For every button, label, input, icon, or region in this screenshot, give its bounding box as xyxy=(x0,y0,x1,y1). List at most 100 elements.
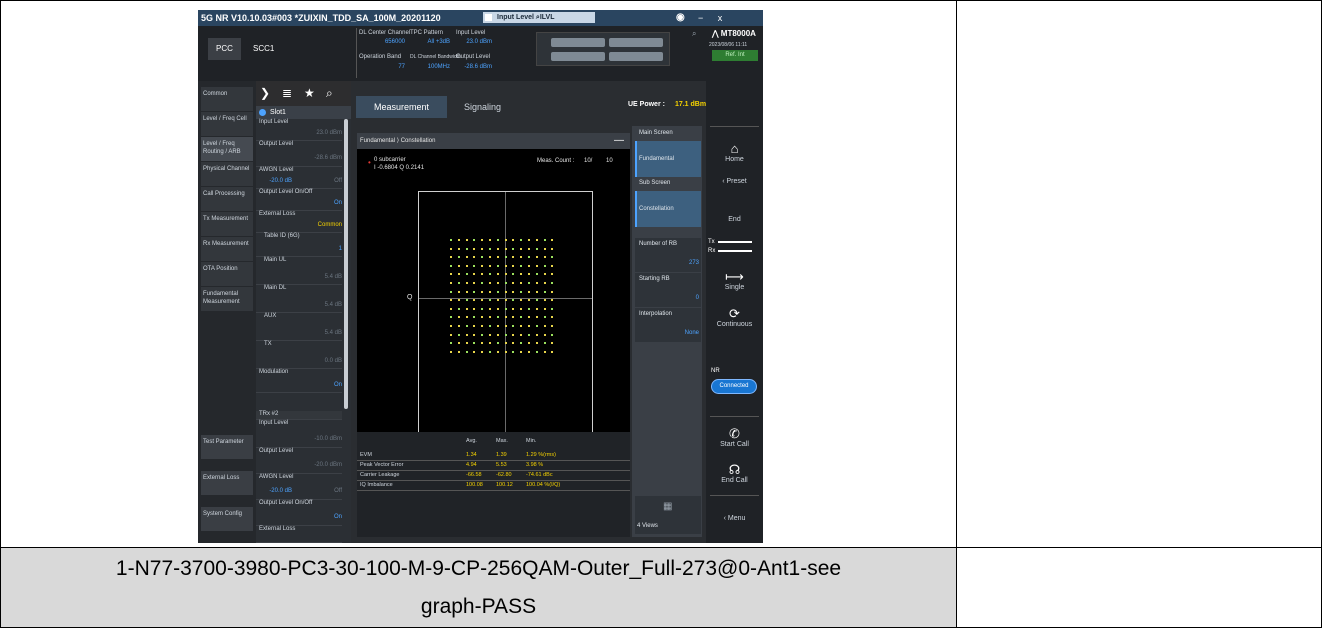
tab-signaling[interactable]: Signaling xyxy=(463,102,502,112)
nav-ota-position[interactable]: OTA Position xyxy=(201,262,253,286)
constellation-point xyxy=(496,273,499,276)
list-icon[interactable]: ≣ xyxy=(282,86,293,100)
slot-param-external-loss[interactable]: External Loss Common xyxy=(256,211,342,233)
window-controls[interactable]: − x xyxy=(698,13,729,23)
constellation-point xyxy=(465,290,468,293)
nav-external-loss[interactable]: External Loss xyxy=(201,471,253,495)
constellation-point xyxy=(528,333,530,336)
breadcrumb-constellation[interactable]: Constellation xyxy=(400,138,436,144)
output-level-label: Output Level xyxy=(456,54,491,60)
constellation-point xyxy=(535,282,538,284)
constellation-point xyxy=(543,256,546,259)
preset-button[interactable]: ‹ Preset xyxy=(722,178,747,185)
constellation-point xyxy=(496,247,499,250)
slot-param-output-onoff-2[interactable]: Output Level On/Off On xyxy=(256,500,342,526)
nav-call-processing[interactable]: Call Processing xyxy=(201,187,253,211)
search-icon[interactable]: ⌕ xyxy=(326,86,333,100)
end-button[interactable]: End xyxy=(728,216,741,223)
minimize-icon[interactable]: — xyxy=(614,135,624,146)
nav-level-freq-cell[interactable]: Level / Freq Cell xyxy=(201,112,253,136)
nav-common[interactable]: Common xyxy=(201,87,253,111)
slot-param-modulation[interactable]: Modulation On xyxy=(256,369,342,393)
constellation-button[interactable]: Constellation xyxy=(635,191,701,227)
constellation-point xyxy=(450,273,452,276)
slot-param-awgn-level-2[interactable]: AWGN Level -20.0 dB Off xyxy=(256,474,342,500)
views-button[interactable]: ▦ 4 Views xyxy=(635,496,701,534)
slot-param-label: Input Level xyxy=(259,420,289,426)
constellation-point xyxy=(512,307,515,310)
constellation-point xyxy=(520,299,523,302)
input-level-value[interactable]: 23.0 dBm xyxy=(466,39,492,45)
input-level-field[interactable]: Input Level ⌕ILVL xyxy=(483,12,595,23)
menu-button[interactable]: ‹ Menu xyxy=(723,515,746,522)
constellation-point xyxy=(512,299,515,302)
slot-param-main-ul[interactable]: Main UL 5.4 dB xyxy=(256,257,342,285)
constellation-point xyxy=(473,316,476,319)
nav-system-config[interactable]: System Config xyxy=(201,507,253,531)
constellation-point xyxy=(520,325,523,327)
nav-level-freq-routing[interactable]: Level / Freq Routing / ARB xyxy=(201,137,253,161)
constellation-point xyxy=(450,307,452,310)
slot-param-output-level[interactable]: Output Level -28.6 dBm xyxy=(256,141,342,167)
instrument-screenshot: 5G NR V10.10.03#003 *ZUIXIN_TDD_SA_100M_… xyxy=(198,10,763,543)
constellation-point xyxy=(496,316,499,319)
star-icon[interactable]: ★ xyxy=(304,86,315,100)
tab-measurement[interactable]: Measurement xyxy=(356,96,447,118)
slot-param-table-id[interactable]: Table ID (6G) 1 xyxy=(256,233,342,257)
constellation-point xyxy=(504,299,507,302)
starting-rb-button[interactable]: Starting RB 0 xyxy=(635,273,701,307)
home-button[interactable]: ⌂ Home xyxy=(706,142,763,164)
marker-subcarrier: 0 subcarrier xyxy=(374,157,406,163)
slot-param-aux[interactable]: AUX 5.4 dB xyxy=(256,313,342,341)
slot-param-input-level-2[interactable]: Input Level -10.0 dBm xyxy=(256,420,342,448)
fundamental-button[interactable]: Fundamental xyxy=(635,141,701,177)
interpolation-button[interactable]: Interpolation None xyxy=(635,308,701,342)
slot-param-output-level-2[interactable]: Output Level -20.0 dBm xyxy=(256,448,342,474)
magnify-icon[interactable]: ⌕ xyxy=(692,29,697,38)
constellation-point xyxy=(512,282,515,284)
operation-band-value[interactable]: 77 xyxy=(398,64,405,70)
scrollbar[interactable] xyxy=(344,119,348,409)
tab-scc1[interactable]: SCC1 xyxy=(253,44,275,53)
slot-param-output-onoff[interactable]: Output Level On/Off On xyxy=(256,189,342,211)
constellation-point xyxy=(496,282,499,284)
ue-power: UE Power : 17.1 dBm xyxy=(628,101,706,108)
single-button[interactable]: ⟼ Single xyxy=(706,270,763,292)
slot-param-value: Common xyxy=(317,222,342,228)
dl-center-channel-value[interactable]: 656000 xyxy=(384,39,405,45)
slot-param-awgn-level[interactable]: AWGN Level -20.0 dB Off xyxy=(256,167,342,189)
end-call-button[interactable]: ☊ End Call xyxy=(706,463,763,485)
constellation-point xyxy=(512,247,515,250)
constellation-point xyxy=(543,325,546,327)
start-call-button[interactable]: ✆ Start Call xyxy=(706,427,763,449)
output-level-value[interactable]: -28.6 dBm xyxy=(464,64,492,70)
nav-test-parameter[interactable]: Test Parameter xyxy=(201,435,253,459)
table-row-divider xyxy=(0,547,1322,548)
slot-param-tx[interactable]: TX 0.0 dB xyxy=(256,341,342,369)
constellation-point xyxy=(481,325,484,327)
forward-icon[interactable]: ❯ xyxy=(260,86,271,100)
constellation-point xyxy=(457,247,460,250)
constellation-point xyxy=(543,273,546,276)
port-status-row-1-left xyxy=(551,38,605,47)
slot-param-value: -20.0 dB xyxy=(269,488,292,494)
col-min: Min. xyxy=(526,438,537,444)
profile-icon[interactable]: ◉ xyxy=(676,12,685,23)
nav-rx-measurement[interactable]: Rx Measurement xyxy=(201,237,253,261)
breadcrumb-fundamental[interactable]: Fundamental xyxy=(360,138,396,144)
continuous-button[interactable]: ⟳ Continuous xyxy=(706,307,763,329)
slot-param-input-level[interactable]: Input Level 23.0 dBm xyxy=(256,119,342,141)
nav-fundamental-measurement[interactable]: Fundamental Measurement xyxy=(201,287,253,311)
tpc-pattern-value[interactable]: All +3dB xyxy=(427,39,450,45)
constellation-point xyxy=(543,299,546,302)
constellation-point xyxy=(504,273,507,276)
nav-physical-channel[interactable]: Physical Channel xyxy=(201,162,253,186)
slot-header[interactable]: Slot1 xyxy=(256,106,351,119)
ue-power-value: 17.1 dBm xyxy=(674,101,707,108)
nav-tx-measurement[interactable]: Tx Measurement xyxy=(201,212,253,236)
tab-pcc[interactable]: PCC xyxy=(208,38,241,60)
slot-param-external-loss-2[interactable]: External Loss xyxy=(256,526,342,543)
number-of-rb-button[interactable]: Number of RB 273 xyxy=(635,238,701,272)
slot-param-main-dl[interactable]: Main DL 5.4 dB xyxy=(256,285,342,313)
dl-channel-bandwidth-value[interactable]: 100MHz xyxy=(427,64,450,70)
